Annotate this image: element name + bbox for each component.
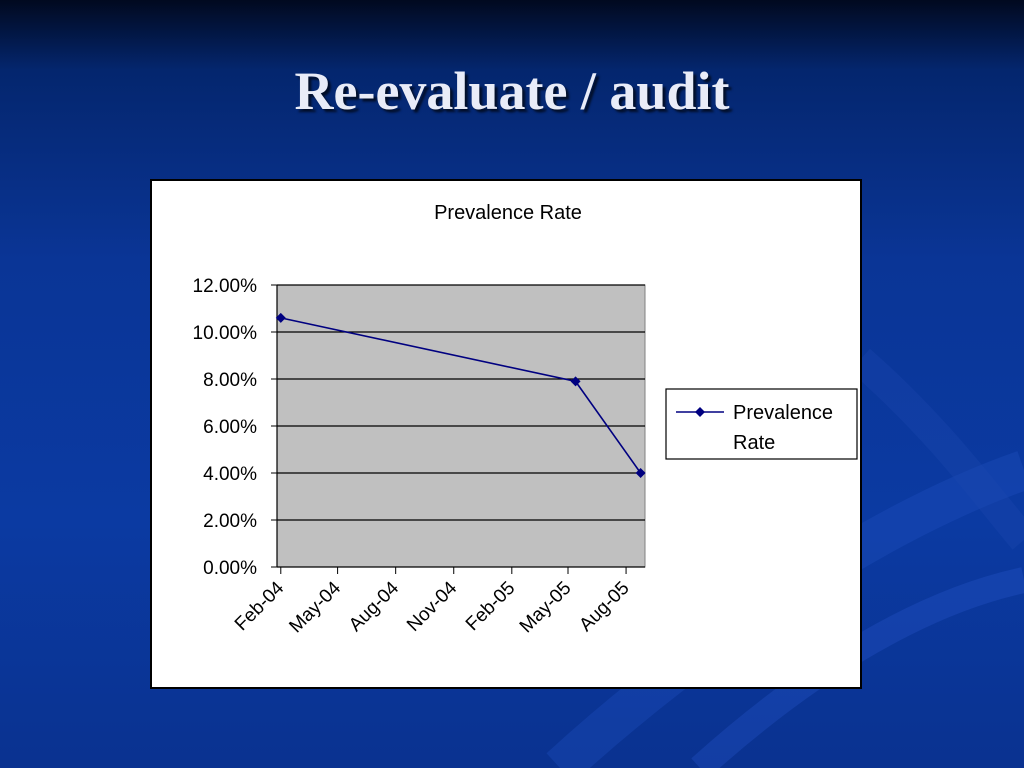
- x-tick-label: Aug-04: [345, 577, 403, 635]
- legend-box: [665, 388, 858, 460]
- y-tick-label: 0.00%: [203, 558, 257, 579]
- y-tick-label: 2.00%: [203, 511, 257, 532]
- y-tick-label: 8.00%: [203, 370, 257, 391]
- y-tick-label: 12.00%: [193, 276, 258, 297]
- x-tick-label: May-05: [516, 578, 576, 638]
- chart-title: Prevalence Rate: [434, 202, 582, 224]
- data-point-marker: [275, 312, 286, 323]
- data-point-marker: [635, 468, 646, 478]
- x-tick-label: Aug-05: [575, 578, 633, 636]
- x-tick-label: Feb-04: [231, 577, 289, 635]
- y-tick-label: 4.00%: [203, 464, 257, 485]
- prevalence-rate-chart: Prevalence Rate 0.00% 2.00% 4.00% 6.00% 8.00…: [193, 202, 858, 638]
- chart-frame: Prevalence Rate 0.00% 2.00% 4.00% 6.00% 8.00…: [150, 179, 862, 689]
- legend-label: Prevalence Rate: [733, 402, 833, 454]
- y-tick-label: 6.00%: [203, 417, 257, 438]
- x-tick-label: Nov-04: [403, 577, 461, 635]
- slide-title: Re-evaluate / audit: [294, 61, 730, 121]
- legend-marker: [695, 407, 705, 417]
- y-tick-label: 10.00%: [193, 323, 258, 344]
- data-point-marker: [570, 376, 581, 387]
- x-tick-label: May-04: [285, 577, 345, 637]
- x-tick-label: Feb-05: [462, 578, 519, 635]
